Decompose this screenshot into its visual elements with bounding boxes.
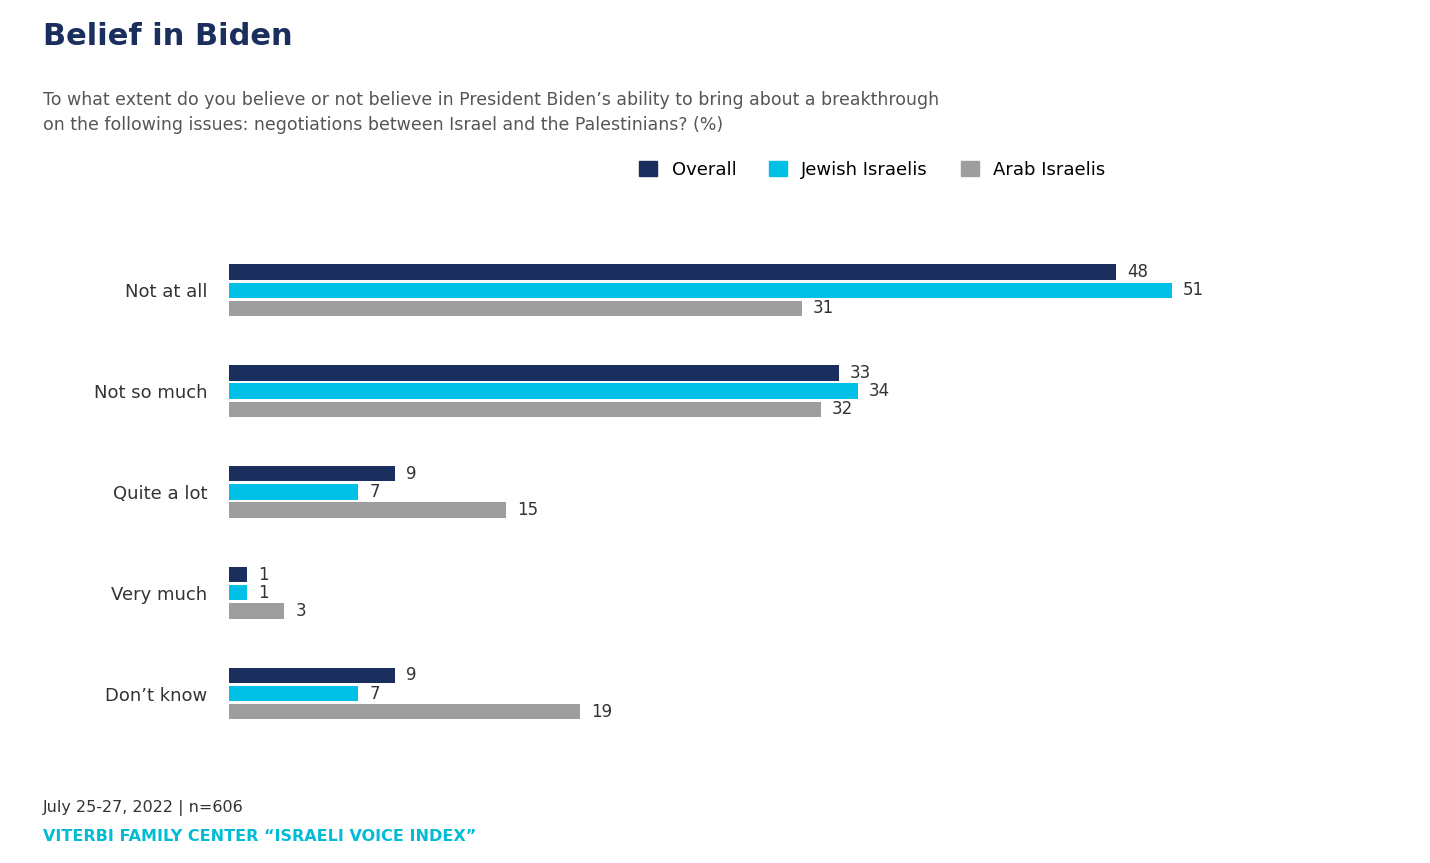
Text: 33: 33 <box>849 364 871 382</box>
Bar <box>229 484 359 500</box>
Bar <box>229 466 395 482</box>
Text: Belief in Biden: Belief in Biden <box>43 22 293 51</box>
Bar <box>229 383 858 399</box>
Text: 32: 32 <box>832 400 852 419</box>
Bar <box>229 300 802 316</box>
Bar <box>229 401 821 417</box>
Text: 1: 1 <box>259 583 269 602</box>
Text: 51: 51 <box>1183 281 1204 299</box>
Text: 3: 3 <box>296 602 306 620</box>
Text: 7: 7 <box>369 684 380 702</box>
Text: 15: 15 <box>518 501 538 519</box>
Text: 9: 9 <box>406 465 416 482</box>
Bar <box>229 585 247 601</box>
Bar <box>229 567 247 583</box>
Text: To what extent do you believe or not believe in President Biden’s ability to bri: To what extent do you believe or not bel… <box>43 91 940 135</box>
Bar <box>229 686 359 702</box>
Text: 48: 48 <box>1127 263 1148 281</box>
Text: July 25-27, 2022 | n=606: July 25-27, 2022 | n=606 <box>43 799 243 816</box>
Bar <box>229 668 395 683</box>
Text: 31: 31 <box>814 299 834 318</box>
Bar <box>229 365 839 381</box>
Text: 1: 1 <box>259 565 269 583</box>
Text: 34: 34 <box>868 382 889 400</box>
Bar <box>229 282 1171 298</box>
Text: 7: 7 <box>369 483 380 501</box>
Text: 9: 9 <box>406 666 416 684</box>
Bar <box>229 502 506 518</box>
Legend: Overall, Jewish Israelis, Arab Israelis: Overall, Jewish Israelis, Arab Israelis <box>639 161 1105 179</box>
Text: VITERBI FAMILY CENTER “ISRAELI VOICE INDEX”: VITERBI FAMILY CENTER “ISRAELI VOICE IND… <box>43 829 476 844</box>
Bar <box>229 264 1117 280</box>
Bar <box>229 704 581 720</box>
Bar <box>229 603 285 619</box>
Text: 19: 19 <box>591 702 612 721</box>
